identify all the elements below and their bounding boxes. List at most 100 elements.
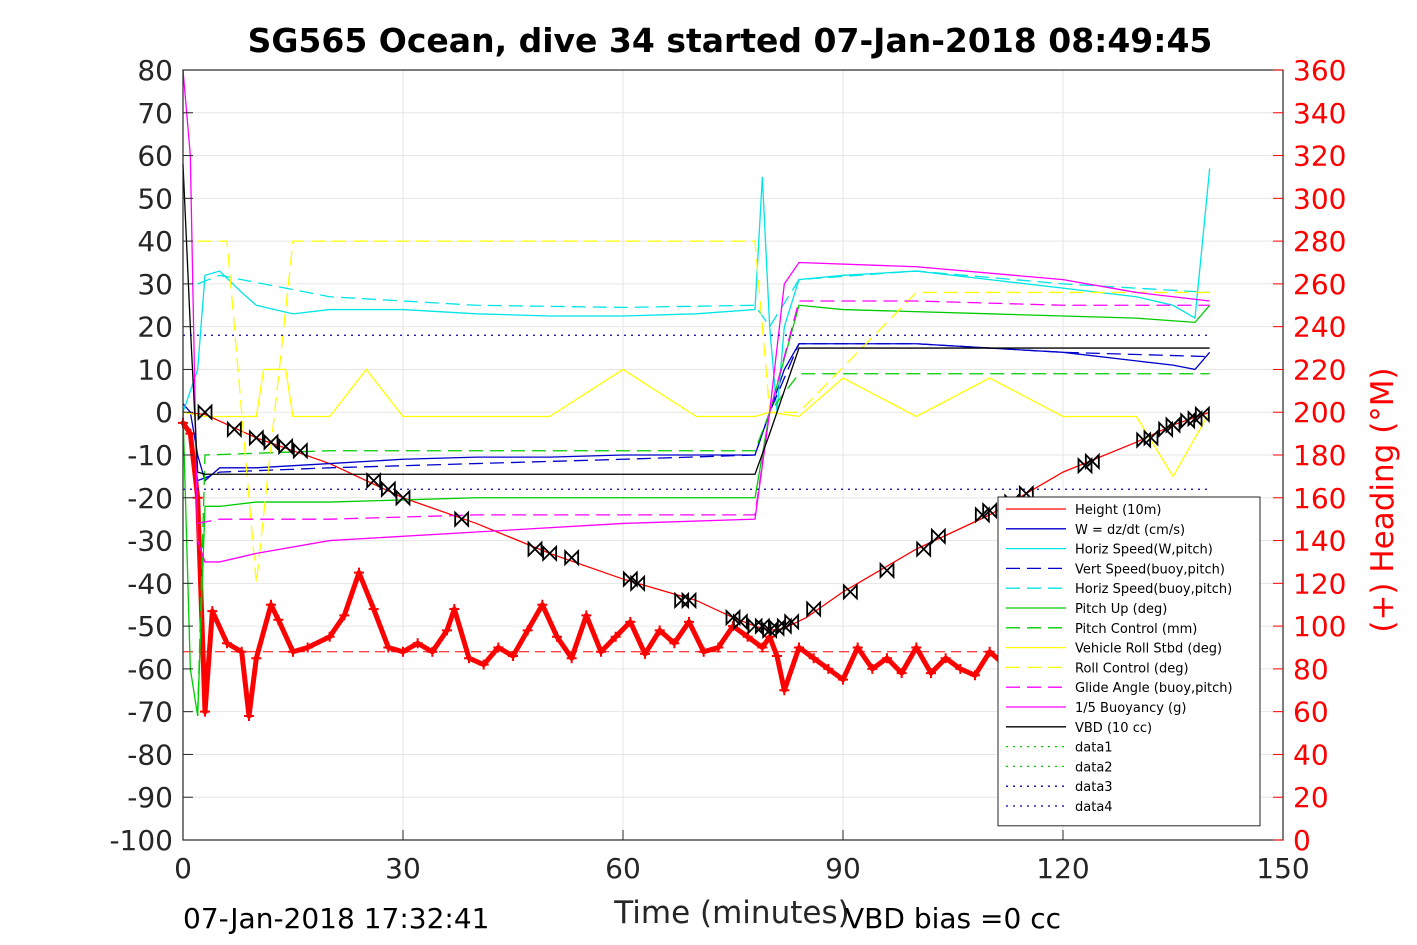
series-line-1 <box>182 343 1211 482</box>
heading-point <box>911 642 922 653</box>
dive-marker <box>248 429 264 447</box>
x-tick-label: 60 <box>605 852 641 885</box>
heading-point <box>412 638 423 649</box>
right-tick-label: 320 <box>1293 140 1346 173</box>
heading-point <box>354 567 364 578</box>
heading-point <box>955 663 966 674</box>
legend-entry: Pitch Up (deg) <box>1075 602 1167 617</box>
heading-point <box>984 646 995 657</box>
y-tick-label: 70 <box>137 97 173 130</box>
x-axis-label: Time (minutes) <box>613 895 849 931</box>
dive-marker <box>674 591 690 610</box>
heading-point <box>640 648 650 659</box>
heading-point <box>940 653 951 664</box>
legend-entry: Vert Speed(buoy,pitch) <box>1075 562 1225 577</box>
heading-point <box>566 653 577 664</box>
heading-point <box>772 651 782 662</box>
x-tick-label: 0 <box>174 852 192 885</box>
series-lines <box>182 69 1211 717</box>
y-tick-label: -30 <box>127 525 173 558</box>
heading-point <box>794 642 804 653</box>
right-tick-label: 360 <box>1293 54 1346 87</box>
heading-point <box>713 642 724 653</box>
right-tick-label: 100 <box>1293 610 1346 643</box>
y-tick-label: -70 <box>127 696 173 729</box>
dive-marker <box>1194 405 1210 424</box>
dive-marker <box>278 437 294 456</box>
heading-point <box>698 646 709 657</box>
heading-point <box>970 670 980 681</box>
dive-marker <box>366 471 382 490</box>
heading-point <box>478 659 489 670</box>
legend-entry: data4 <box>1075 800 1113 815</box>
y-tick-label: -20 <box>127 482 173 515</box>
heading-point <box>808 653 819 664</box>
dive-marker <box>1018 484 1034 503</box>
dive-marker <box>622 570 638 588</box>
heading-point <box>192 492 203 503</box>
legend-box <box>997 496 1261 827</box>
right-tick-label: 340 <box>1293 97 1346 130</box>
heading-point <box>339 610 350 621</box>
right-tick-label: 120 <box>1293 567 1346 600</box>
heading-point <box>581 610 592 621</box>
dive-marker <box>1165 416 1181 434</box>
heading-point <box>684 616 694 627</box>
heading-point <box>610 631 621 642</box>
heading-point <box>302 642 313 653</box>
heading-point <box>288 646 298 657</box>
dive-marker <box>1187 409 1203 428</box>
heading-point <box>596 646 606 657</box>
dive-marker <box>395 489 411 507</box>
right-tick-label: 40 <box>1293 738 1329 771</box>
y-tick-label: 60 <box>137 140 173 173</box>
x-tick-label: 90 <box>825 852 861 885</box>
right-axis-label: (+) Heading (°M) <box>1365 367 1401 632</box>
legend-entry: Horiz Speed(W,pitch) <box>1075 543 1213 558</box>
heading-point <box>867 663 878 674</box>
right-tick-label: 140 <box>1293 525 1346 558</box>
series-line-11 <box>182 164 1210 475</box>
right-tick-label: 80 <box>1293 653 1329 686</box>
legend-entry: Pitch Control (mm) <box>1075 622 1197 637</box>
y-tick-label: 50 <box>137 182 173 215</box>
dive-marker <box>776 617 792 635</box>
heading-point <box>823 663 834 674</box>
heading-point <box>926 668 936 679</box>
dive-marker <box>263 433 279 451</box>
y-tick-label: -10 <box>127 439 173 472</box>
heading-point <box>251 653 262 664</box>
right-tick-label: 160 <box>1293 482 1346 515</box>
legend-entry: data2 <box>1075 760 1113 775</box>
dive-marker <box>226 420 242 439</box>
y-tick-label: 30 <box>137 268 173 301</box>
heading-point <box>882 653 892 664</box>
legend: Height (10m) W = dz/dt (cm/s) Horiz Speed(… <box>997 496 1261 827</box>
heading-point <box>522 625 533 636</box>
right-tick-label: 180 <box>1293 439 1346 472</box>
dive-marker <box>1158 420 1174 439</box>
heading-point <box>266 599 276 610</box>
y-tick-label: -100 <box>109 824 173 857</box>
dive-marker <box>879 561 895 580</box>
heading-point <box>368 604 379 614</box>
tick-marks <box>182 69 1284 841</box>
series-line-6 <box>197 373 1210 716</box>
right-tick-label: 260 <box>1293 268 1346 301</box>
heading-point <box>442 625 452 636</box>
series-line-2 <box>182 168 1211 413</box>
footer-timestamp: 07-Jan-2018 17:32:41 <box>183 902 489 935</box>
x-tick-label: 30 <box>385 852 421 885</box>
legend-entry: Glide Angle (buoy,pitch) <box>1075 681 1233 696</box>
legend-entry: Horiz Speed(buoy,pitch) <box>1075 582 1232 597</box>
heading-point <box>200 706 210 717</box>
heading-point <box>493 642 504 653</box>
y-tick-label: -60 <box>127 653 173 686</box>
heading-point <box>324 631 335 642</box>
y-tick-label: -90 <box>127 781 173 814</box>
dive-marker <box>630 574 646 593</box>
dive-marker <box>564 548 580 567</box>
dive-marker <box>527 540 543 558</box>
series-line-8 <box>197 240 1210 584</box>
